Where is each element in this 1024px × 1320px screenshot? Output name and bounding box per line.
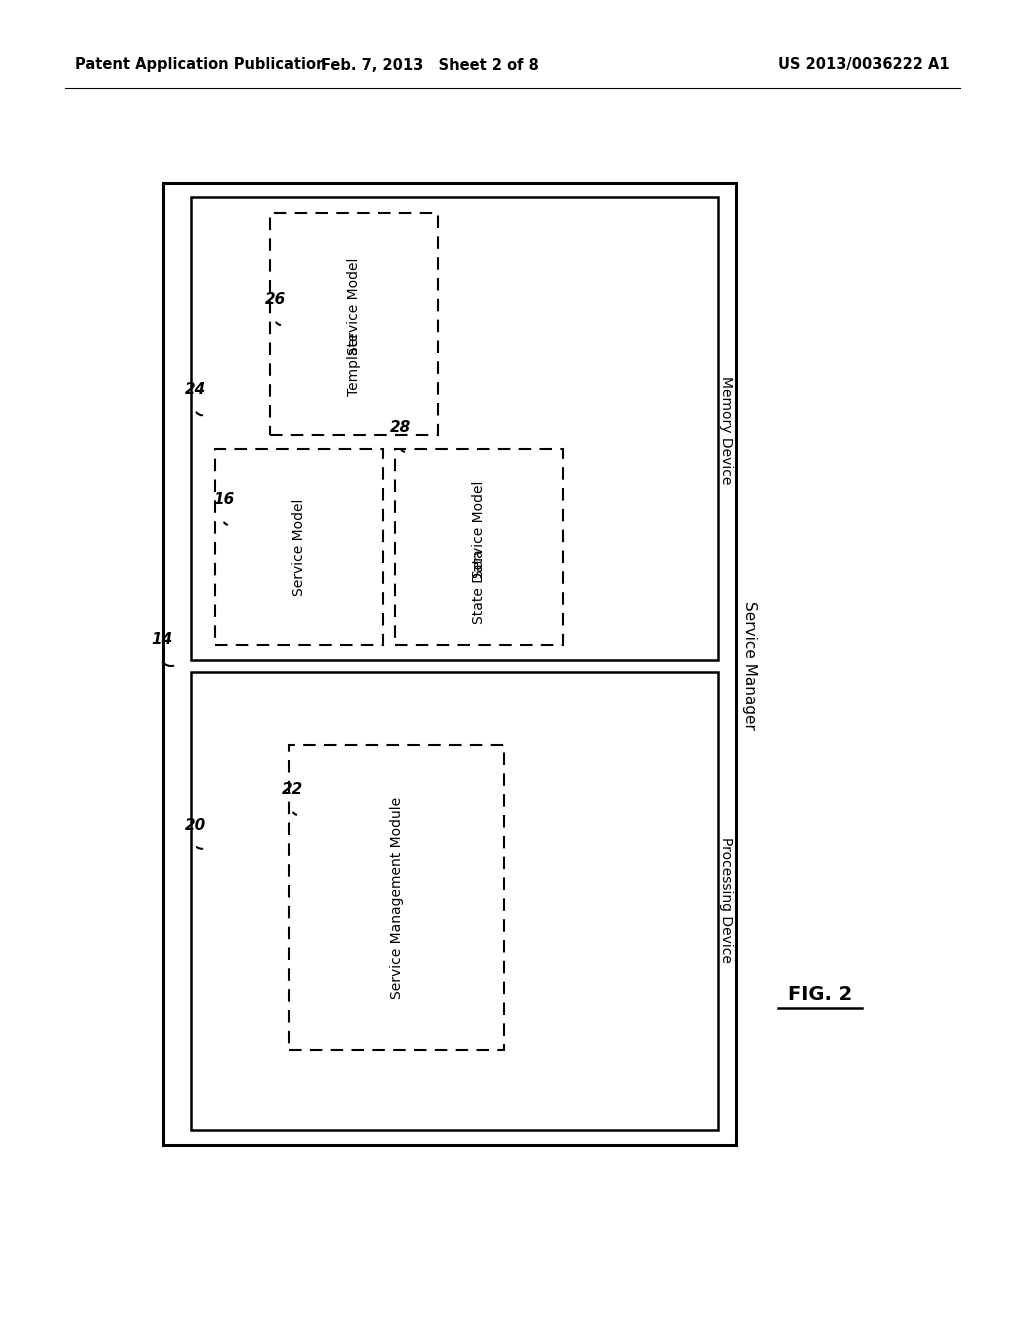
Text: 22: 22 bbox=[282, 783, 303, 797]
Text: State Data: State Data bbox=[472, 549, 486, 624]
Text: Service Model: Service Model bbox=[292, 499, 306, 595]
Text: Service Management Module: Service Management Module bbox=[389, 796, 403, 998]
Bar bbox=[395, 449, 563, 645]
Bar bbox=[191, 672, 718, 1130]
Text: 26: 26 bbox=[265, 293, 287, 308]
Text: Template: Template bbox=[347, 333, 361, 396]
Text: Service Manager: Service Manager bbox=[742, 601, 758, 730]
Text: 16: 16 bbox=[213, 492, 234, 507]
Text: Patent Application Publication: Patent Application Publication bbox=[75, 58, 327, 73]
Bar bbox=[289, 744, 504, 1049]
Text: Processing Device: Processing Device bbox=[719, 837, 733, 962]
Text: 20: 20 bbox=[185, 817, 206, 833]
Text: FIG. 2: FIG. 2 bbox=[787, 986, 852, 1005]
Text: US 2013/0036222 A1: US 2013/0036222 A1 bbox=[778, 58, 950, 73]
Bar bbox=[191, 197, 718, 660]
Text: Feb. 7, 2013   Sheet 2 of 8: Feb. 7, 2013 Sheet 2 of 8 bbox=[322, 58, 539, 73]
Text: 24: 24 bbox=[185, 383, 206, 397]
Text: 14: 14 bbox=[151, 632, 172, 648]
Text: Memory Device: Memory Device bbox=[719, 376, 733, 484]
Bar bbox=[270, 213, 438, 436]
Bar bbox=[215, 449, 383, 645]
Text: 28: 28 bbox=[390, 420, 412, 434]
Text: Service Model: Service Model bbox=[347, 257, 361, 355]
Bar bbox=[163, 183, 736, 1144]
Text: Service Model: Service Model bbox=[472, 480, 486, 578]
